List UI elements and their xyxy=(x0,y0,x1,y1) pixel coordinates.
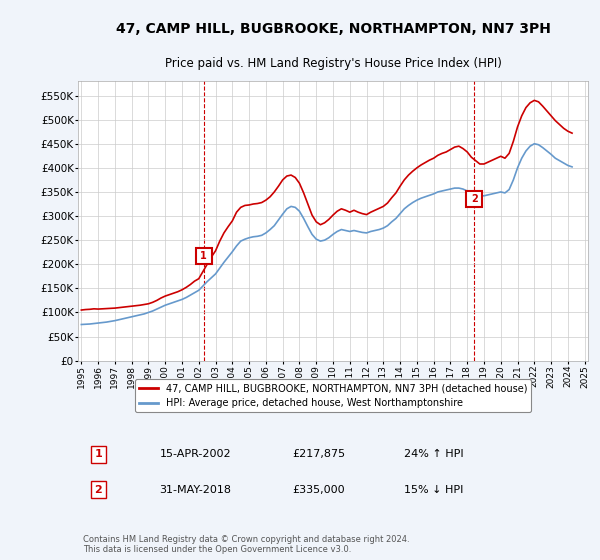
Text: 15% ↓ HPI: 15% ↓ HPI xyxy=(404,484,464,494)
Text: Price paid vs. HM Land Registry's House Price Index (HPI): Price paid vs. HM Land Registry's House … xyxy=(164,57,502,69)
Text: 2: 2 xyxy=(95,484,102,494)
Text: 47, CAMP HILL, BUGBROOKE, NORTHAMPTON, NN7 3PH: 47, CAMP HILL, BUGBROOKE, NORTHAMPTON, N… xyxy=(116,22,550,36)
Text: 2: 2 xyxy=(471,194,478,204)
Text: 1: 1 xyxy=(200,251,207,260)
Text: £217,875: £217,875 xyxy=(292,449,346,459)
Text: Contains HM Land Registry data © Crown copyright and database right 2024.
This d: Contains HM Land Registry data © Crown c… xyxy=(83,535,410,554)
Legend: 47, CAMP HILL, BUGBROOKE, NORTHAMPTON, NN7 3PH (detached house), HPI: Average pr: 47, CAMP HILL, BUGBROOKE, NORTHAMPTON, N… xyxy=(135,379,531,412)
Text: 1: 1 xyxy=(95,449,102,459)
Text: 24% ↑ HPI: 24% ↑ HPI xyxy=(404,449,464,459)
Text: 15-APR-2002: 15-APR-2002 xyxy=(160,449,231,459)
Text: 31-MAY-2018: 31-MAY-2018 xyxy=(160,484,232,494)
Text: £335,000: £335,000 xyxy=(292,484,345,494)
